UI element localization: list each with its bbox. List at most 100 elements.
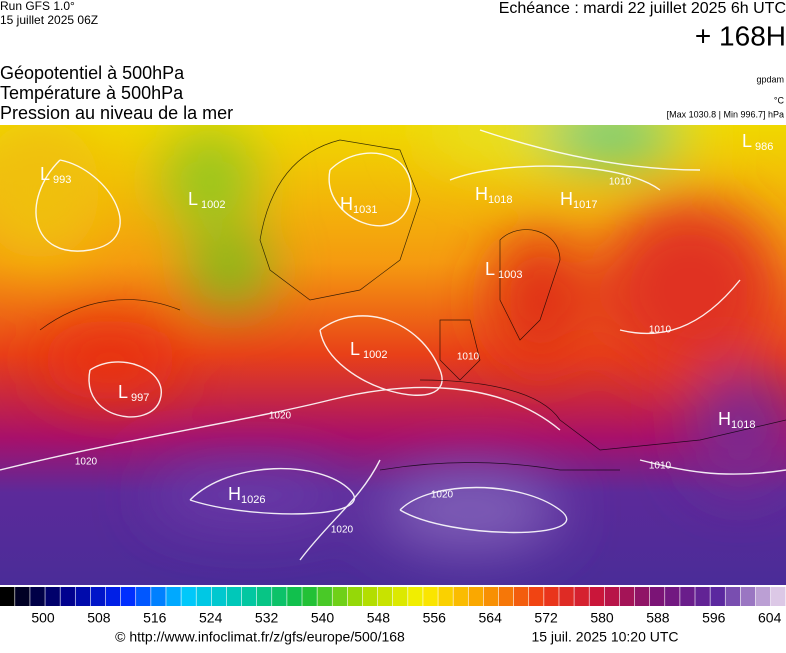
- isobar-label: 1020: [75, 457, 98, 468]
- color-swatch: [634, 587, 650, 606]
- color-swatch: [695, 587, 710, 606]
- colorbar-label: 532: [255, 610, 279, 626]
- layer: Pression au niveau de la mer: [0, 103, 233, 123]
- center-value: 1018: [488, 194, 512, 206]
- color-swatch: [181, 587, 196, 606]
- center-letter: L: [40, 164, 50, 184]
- center-letter: L: [485, 259, 495, 279]
- color-swatch: [166, 587, 181, 606]
- color-swatch: [287, 587, 302, 606]
- isobar-label: 1010: [649, 461, 672, 472]
- color-swatch: [725, 587, 741, 606]
- colorbar-label: 500: [31, 610, 55, 626]
- color-swatch: [90, 587, 106, 606]
- color-swatch: [604, 587, 620, 606]
- colorbar-label: 564: [479, 610, 503, 626]
- isobar-label: 1020: [331, 525, 354, 536]
- colorbar-label: 556: [423, 610, 447, 626]
- unit: °C: [774, 95, 785, 105]
- center-value: 986: [755, 141, 773, 153]
- color-swatch: [302, 587, 317, 606]
- color-swatch: [151, 587, 166, 606]
- color-swatch: [317, 587, 332, 606]
- color-swatch: [544, 587, 559, 606]
- center-letter: H: [340, 194, 353, 214]
- color-swatch: [196, 587, 212, 606]
- center-letter: L: [742, 131, 752, 151]
- color-swatch: [649, 587, 665, 606]
- lead-time: + 168H: [695, 20, 786, 51]
- center-value: 1017: [573, 199, 597, 211]
- colorbar-label: 524: [199, 610, 223, 626]
- color-swatch: [589, 587, 605, 606]
- color-swatch: [15, 587, 30, 606]
- color-swatch: [211, 587, 227, 606]
- color-swatch: [770, 587, 786, 606]
- center-letter: H: [560, 189, 573, 209]
- isobar-label: 1010: [649, 325, 672, 336]
- colorbar-label: 596: [702, 610, 726, 626]
- unit: [Max 1030.8 | Min 996.7] hPa: [667, 109, 784, 119]
- color-swatch: [453, 587, 468, 606]
- center-value: 1031: [353, 204, 377, 216]
- color-swatch: [468, 587, 484, 606]
- colorbar-label: 572: [534, 610, 558, 626]
- center-value: 997: [131, 392, 149, 404]
- color-swatch: [408, 587, 423, 606]
- center-letter: H: [718, 409, 731, 429]
- color-swatch: [438, 587, 453, 606]
- color-swatch: [574, 587, 589, 606]
- isobar-label: 1020: [269, 411, 292, 422]
- isobar-label: 1010: [457, 352, 480, 363]
- center-value: 1026: [241, 494, 265, 506]
- color-swatch: [619, 587, 635, 606]
- color-swatch: [226, 587, 242, 606]
- color-swatch: [483, 587, 499, 606]
- color-swatch: [559, 587, 574, 606]
- center-letter: H: [475, 184, 488, 204]
- color-swatch: [105, 587, 121, 606]
- layer: Géopotentiel à 500hPa: [0, 63, 185, 83]
- color-swatch: [75, 587, 91, 606]
- colorbar-label: 508: [87, 610, 111, 626]
- colorbar-label: 548: [367, 610, 391, 626]
- color-swatch: [136, 587, 151, 606]
- colorbar: 500 508 516 524 532 540 548 556 564 572 580 588 596 6…: [0, 587, 786, 626]
- colorbar-label: 516: [143, 610, 167, 626]
- center-value: 1002: [201, 199, 225, 211]
- color-swatch: [755, 587, 771, 606]
- color-swatch: [332, 587, 348, 606]
- color-swatch: [529, 587, 544, 606]
- color-swatch: [680, 587, 695, 606]
- color-swatch: [30, 587, 45, 606]
- colorbar-label: 540: [311, 610, 335, 626]
- color-swatch: [498, 587, 514, 606]
- color-swatch: [60, 587, 75, 606]
- isobar-label: 1020: [431, 490, 454, 501]
- color-swatch: [347, 587, 363, 606]
- color-swatch: [710, 587, 725, 606]
- center-value: 993: [53, 174, 71, 186]
- color-swatch: [256, 587, 272, 606]
- unit: gpdam: [756, 74, 784, 84]
- color-swatch: [272, 587, 287, 606]
- footer-url: © http://www.infoclimat.fr/z/gfs/europe/…: [115, 629, 405, 645]
- color-swatch: [45, 587, 60, 606]
- color-swatch: [0, 587, 15, 606]
- footer-time: 15 juil. 2025 10:20 UTC: [531, 629, 678, 645]
- color-swatch: [740, 587, 756, 606]
- center-value: 1003: [498, 269, 522, 281]
- colorbar-label: 588: [646, 610, 670, 626]
- layer: Température à 500hPa: [0, 83, 184, 103]
- center-letter: L: [118, 382, 128, 402]
- center-letter: L: [350, 339, 360, 359]
- map: [0, 125, 786, 585]
- center-letter: H: [228, 484, 241, 504]
- color-swatch: [513, 587, 529, 606]
- center-value: 1002: [363, 349, 387, 361]
- run: Run GFS 1.0°: [0, 0, 75, 13]
- color-swatch: [120, 587, 136, 606]
- run-date: 15 juillet 2025 06Z: [0, 13, 98, 27]
- color-swatch: [423, 587, 438, 606]
